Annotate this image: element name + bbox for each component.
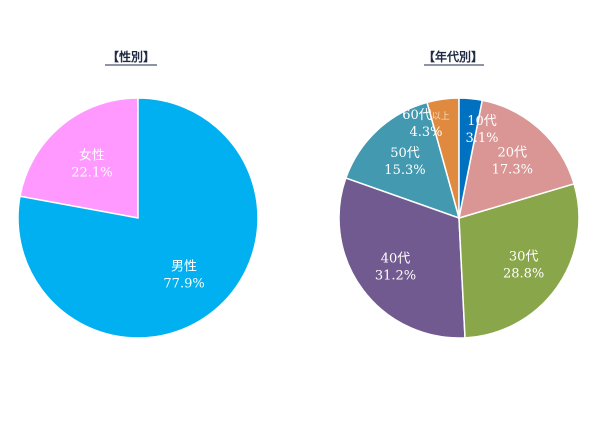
- pie-slice: [17, 97, 259, 339]
- slice-category: 30代: [509, 250, 539, 265]
- slice-label: 女性 22.1%: [71, 148, 112, 181]
- slice-label: 60代以上 4.3%: [402, 108, 450, 140]
- pie-slice: [458, 97, 484, 219]
- slice-category: 20代: [498, 145, 528, 160]
- slice-percent: 3.1%: [465, 131, 498, 146]
- slice-label: 20代 17.3%: [492, 145, 533, 177]
- slice-percent: 28.8%: [503, 267, 544, 282]
- pie-slice: [458, 182, 580, 339]
- slice-category: 50代: [390, 146, 420, 161]
- slice-percent: 17.3%: [492, 162, 533, 177]
- slice-percent: 22.1%: [71, 166, 112, 181]
- slice-label: 30代 28.8%: [503, 250, 544, 282]
- slice-percent: 77.9%: [163, 276, 204, 291]
- slice-label: 50代 15.3%: [384, 146, 425, 178]
- slice-percent: 15.3%: [384, 163, 425, 178]
- pie-slice: [458, 99, 575, 220]
- slice-label: 10代 3.1%: [465, 114, 498, 146]
- pie-slice: [344, 101, 461, 220]
- pie-slice: [19, 97, 139, 219]
- age-pie-chart: 【年代別】 10代 3.1%20代 17.3% 30代 28.8% 40代 31.2% 50代…: [338, 49, 580, 339]
- pie-slice: [338, 177, 466, 339]
- slice-category: 女性: [79, 148, 105, 164]
- slice-label: 男性 77.9%: [163, 259, 204, 291]
- slice-category: 10代: [467, 114, 497, 129]
- gender-pie-chart: 【性別】 男性 77.9% 女性 22.1%: [17, 49, 259, 339]
- slice-category: 男性: [171, 259, 197, 274]
- slice-category: 40代: [381, 251, 411, 266]
- slice-percent: 31.2%: [375, 268, 416, 283]
- gender-chart-title: 【性別】: [107, 49, 155, 64]
- age-chart-title: 【年代別】: [423, 49, 483, 64]
- slice-category: 60代: [402, 108, 432, 123]
- slice-label: 40代 31.2%: [375, 251, 416, 283]
- slice-category-suffix: 以上: [432, 111, 450, 122]
- slice-percent: 4.3%: [409, 125, 442, 140]
